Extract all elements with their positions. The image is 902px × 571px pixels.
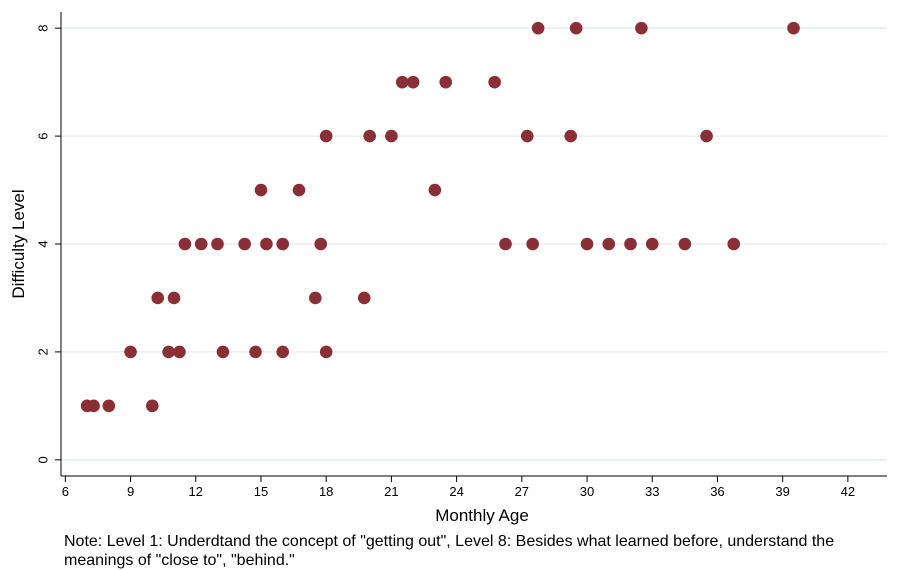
- data-point-8: [249, 345, 262, 359]
- y-tick-label-3: 6: [36, 132, 51, 139]
- data-point-25: [602, 237, 616, 251]
- x-tick-label-6: 24: [449, 484, 463, 499]
- data-point-12: [167, 291, 181, 305]
- data-point-10: [319, 345, 333, 359]
- y-tick-label-2: 4: [36, 240, 51, 247]
- data-point-19: [260, 237, 273, 251]
- data-points: [80, 21, 800, 413]
- data-point-26: [624, 237, 637, 251]
- x-tick-label-9: 33: [645, 484, 659, 499]
- data-point-17: [211, 237, 224, 251]
- y-axis-label: Difficulty Level: [9, 189, 28, 298]
- data-point-38: [700, 129, 713, 143]
- data-point-32: [428, 183, 442, 197]
- y-ticks: 0 2 4 6 8: [36, 25, 61, 463]
- data-point-23: [526, 237, 539, 251]
- data-point-42: [488, 75, 501, 89]
- data-point-31: [292, 183, 306, 197]
- data-point-3: [145, 399, 159, 413]
- data-point-15: [178, 237, 192, 251]
- data-point-5: [162, 345, 175, 359]
- x-tick-label-12: 42: [841, 484, 855, 499]
- x-tick-label-2: 12: [189, 484, 203, 499]
- x-tick-label-1: 9: [127, 484, 134, 499]
- data-point-41: [439, 75, 453, 89]
- data-point-35: [385, 129, 398, 143]
- data-point-24: [580, 237, 594, 251]
- data-point-14: [357, 291, 371, 305]
- data-point-33: [319, 129, 333, 143]
- y-tick-label-0: 0: [36, 456, 51, 463]
- data-point-1: [87, 399, 100, 413]
- y-tick-label-4: 8: [36, 25, 51, 32]
- data-point-44: [569, 21, 583, 35]
- data-point-37: [564, 129, 578, 143]
- data-point-30: [254, 183, 268, 197]
- data-point-40: [406, 75, 420, 89]
- data-point-34: [363, 129, 376, 143]
- x-tick-label-7: 27: [515, 484, 529, 499]
- x-tick-label-3: 15: [254, 484, 268, 499]
- data-point-22: [499, 237, 512, 251]
- data-point-45: [635, 21, 648, 35]
- data-point-43: [531, 21, 545, 35]
- data-point-13: [309, 291, 322, 305]
- data-point-46: [787, 21, 800, 35]
- data-point-4: [124, 345, 137, 359]
- data-point-39: [395, 75, 409, 89]
- x-axis-label: Monthly Age: [435, 506, 529, 525]
- data-point-6: [173, 345, 186, 359]
- data-point-20: [276, 237, 290, 251]
- data-point-7: [216, 345, 230, 359]
- y-tick-label-1: 2: [36, 348, 51, 355]
- data-point-2: [102, 399, 116, 413]
- x-tick-label-11: 39: [775, 484, 789, 499]
- data-point-9: [276, 345, 290, 359]
- data-point-16: [194, 237, 208, 251]
- data-point-27: [645, 237, 659, 251]
- x-tick-label-0: 6: [62, 484, 69, 499]
- data-point-21: [314, 237, 328, 251]
- data-point-11: [151, 291, 165, 305]
- x-tick-label-5: 21: [384, 484, 398, 499]
- data-point-29: [727, 237, 741, 251]
- x-tick-label-10: 36: [710, 484, 724, 499]
- data-point-36: [520, 129, 534, 143]
- x-ticks: 6 9 12 15 18 21 24 27 30 33 36 39 42: [62, 476, 855, 499]
- data-point-18: [238, 237, 251, 251]
- x-tick-label-4: 18: [319, 484, 333, 499]
- chart-note: Note: Level 1: Underdtand the concept of…: [64, 533, 835, 569]
- data-point-28: [678, 237, 692, 251]
- x-tick-label-8: 30: [580, 484, 594, 499]
